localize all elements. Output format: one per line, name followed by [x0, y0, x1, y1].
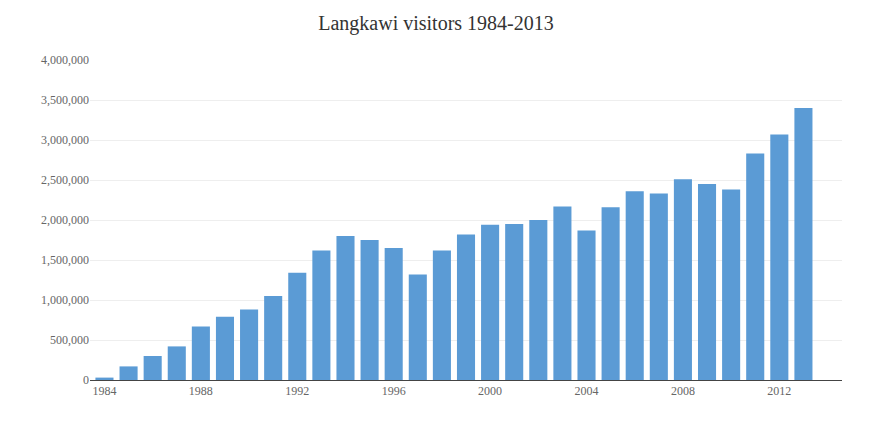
svg-text:Langkawi visitors 1984-2013: Langkawi visitors 1984-2013: [318, 12, 554, 35]
svg-text:500,000: 500,000: [50, 333, 89, 347]
svg-text:1992: 1992: [285, 384, 309, 398]
svg-text:0: 0: [83, 373, 89, 387]
svg-text:4,000,000: 4,000,000: [41, 53, 89, 67]
svg-text:2004: 2004: [575, 384, 599, 398]
svg-text:2000: 2000: [478, 384, 502, 398]
svg-text:2012: 2012: [767, 384, 791, 398]
svg-text:1988: 1988: [189, 384, 213, 398]
svg-text:2,000,000: 2,000,000: [41, 213, 89, 227]
svg-text:1996: 1996: [382, 384, 406, 398]
svg-text:3,500,000: 3,500,000: [41, 93, 89, 107]
svg-text:1,500,000: 1,500,000: [41, 253, 89, 267]
svg-text:2,500,000: 2,500,000: [41, 173, 89, 187]
svg-text:1984: 1984: [92, 384, 116, 398]
svg-text:1,000,000: 1,000,000: [41, 293, 89, 307]
svg-text:3,000,000: 3,000,000: [41, 133, 89, 147]
svg-text:2008: 2008: [671, 384, 695, 398]
